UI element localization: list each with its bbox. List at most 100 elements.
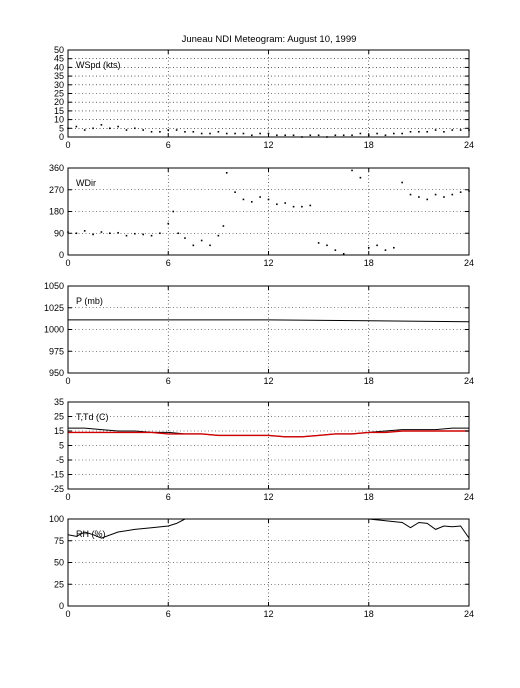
x-tick-label: 12 — [263, 376, 273, 386]
data-point — [259, 196, 261, 198]
data-point — [100, 231, 103, 233]
data-point — [83, 129, 86, 131]
y-tick-label: 45 — [54, 54, 64, 64]
data-point — [159, 232, 161, 235]
data-point — [459, 129, 462, 131]
x-tick-label: 12 — [263, 492, 273, 502]
data-point — [367, 246, 370, 249]
x-tick-label: 0 — [65, 376, 70, 386]
data-point — [125, 129, 128, 131]
data-point — [434, 193, 437, 196]
data-point — [134, 232, 136, 235]
data-point — [418, 196, 420, 198]
data-point — [125, 234, 128, 237]
panel-label: P (mb) — [76, 296, 103, 306]
x-tick-label: 6 — [166, 258, 171, 268]
data-point — [75, 125, 78, 128]
data-point — [342, 134, 345, 137]
x-tick-label: 24 — [464, 376, 474, 386]
data-point — [409, 193, 412, 196]
y-tick-label: 15 — [54, 106, 64, 116]
data-point — [284, 202, 287, 204]
y-tick-label: 5 — [59, 441, 64, 451]
y-tick-label: 40 — [54, 62, 64, 72]
data-point — [409, 130, 412, 133]
y-tick-label: 0 — [59, 601, 64, 611]
x-tick-label: 24 — [464, 492, 474, 502]
data-point — [117, 231, 119, 234]
data-point — [225, 132, 228, 135]
data-point — [209, 132, 211, 135]
panel-2: 0 6 12 18 24 950 975 1000 1025 1050 P (mb) — [44, 281, 474, 386]
series-line-1 — [68, 430, 469, 438]
data-point — [443, 130, 445, 133]
data-point — [83, 230, 86, 232]
x-tick-label: 0 — [65, 492, 70, 502]
data-point — [451, 129, 454, 131]
data-point — [150, 234, 153, 237]
y-tick-label: 1050 — [44, 281, 64, 291]
data-point — [384, 134, 387, 137]
data-point — [250, 201, 253, 203]
data-point — [250, 134, 253, 137]
data-point — [217, 130, 220, 133]
x-tick-label: 6 — [166, 376, 171, 386]
y-tick-label: 15 — [54, 426, 64, 436]
y-tick-label: 90 — [54, 228, 64, 238]
x-tick-label: 12 — [263, 140, 273, 150]
x-tick-label: 0 — [65, 140, 70, 150]
data-point — [234, 191, 236, 193]
data-point — [167, 222, 170, 225]
x-tick-label: 24 — [464, 258, 474, 268]
y-tick-label: 25 — [54, 412, 64, 422]
data-point — [351, 169, 353, 172]
y-tick-label: 0 — [59, 250, 64, 260]
data-point — [359, 176, 362, 179]
data-point — [200, 132, 203, 135]
data-point — [267, 198, 270, 201]
data-point — [309, 134, 312, 137]
y-tick-label: 950 — [49, 368, 64, 378]
data-point — [292, 134, 295, 137]
y-tick-label: 50 — [54, 45, 64, 55]
data-point — [401, 181, 403, 184]
data-point — [142, 233, 144, 236]
y-tick-label: 25 — [54, 579, 64, 589]
x-tick-label: 24 — [464, 609, 474, 619]
series-line-0 — [68, 319, 470, 323]
data-point — [222, 225, 225, 227]
data-point — [426, 130, 429, 133]
data-point — [209, 244, 211, 247]
y-tick-label: 10 — [54, 115, 64, 125]
y-tick-label: 35 — [54, 71, 64, 81]
data-point — [192, 130, 195, 133]
x-tick-label: 6 — [166, 492, 171, 502]
y-tick-label: 100 — [49, 514, 64, 524]
data-point — [108, 127, 111, 130]
x-tick-label: 12 — [263, 258, 273, 268]
data-point — [177, 232, 180, 235]
y-tick-label: 270 — [49, 185, 64, 195]
data-point — [301, 205, 303, 208]
data-point — [175, 129, 178, 131]
x-tick-label: 18 — [364, 258, 374, 268]
y-tick-label: 50 — [54, 558, 64, 568]
data-point — [284, 134, 287, 137]
data-point — [451, 193, 454, 196]
data-point — [92, 127, 94, 130]
y-tick-label: 75 — [54, 536, 64, 546]
y-tick-label: 0 — [59, 132, 64, 142]
data-point — [351, 134, 353, 137]
y-tick-label: 1000 — [44, 325, 64, 335]
x-tick-label: 18 — [364, 140, 374, 150]
data-point — [393, 246, 395, 249]
data-point — [117, 125, 119, 128]
x-tick-label: 6 — [166, 140, 171, 150]
data-point — [459, 191, 462, 193]
y-tick-label: 30 — [54, 80, 64, 90]
data-point — [200, 239, 203, 242]
